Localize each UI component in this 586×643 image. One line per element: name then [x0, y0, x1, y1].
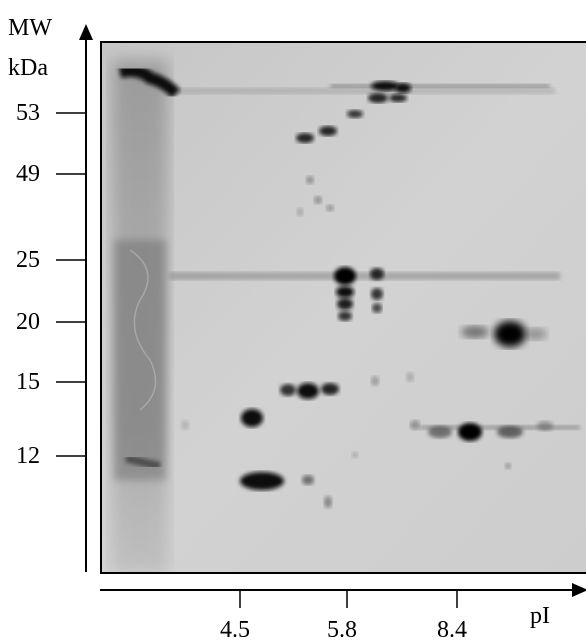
x-tick-label-8-4: 8.4 — [437, 617, 467, 643]
marker-lane-dense — [114, 240, 166, 480]
streak-mid — [170, 272, 560, 280]
streak-low-right — [420, 425, 580, 430]
y-tick-label-20: 20 — [16, 309, 40, 335]
protein-spots — [181, 81, 553, 508]
x-axis-title-pi: pI — [530, 603, 550, 629]
gel-frame — [100, 41, 586, 574]
x-tick-label-5-8: 5.8 — [327, 617, 357, 643]
y-axis-title-kda: kDa — [8, 55, 48, 81]
x-axis — [100, 583, 586, 608]
y-axis-arrow-icon — [79, 24, 93, 40]
gel-image — [101, 42, 586, 573]
x-tick-label-4-5: 4.5 — [220, 617, 250, 643]
y-tick-label-53: 53 — [16, 100, 40, 126]
y-axis-title-mw: MW — [8, 15, 52, 41]
y-tick-label-25: 25 — [16, 247, 40, 273]
marker-low-band — [124, 454, 161, 470]
x-axis-arrow-icon — [572, 583, 586, 597]
gel-grain — [101, 42, 586, 573]
marker-top-band — [118, 64, 181, 99]
y-tick-label-12: 12 — [16, 443, 40, 469]
streak-top-right — [330, 84, 550, 88]
y-tick-label-15: 15 — [16, 369, 40, 395]
lane-streak — [129, 249, 157, 411]
y-tick-label-49: 49 — [16, 161, 40, 187]
y-axis — [56, 24, 93, 572]
streak-top — [175, 88, 555, 94]
